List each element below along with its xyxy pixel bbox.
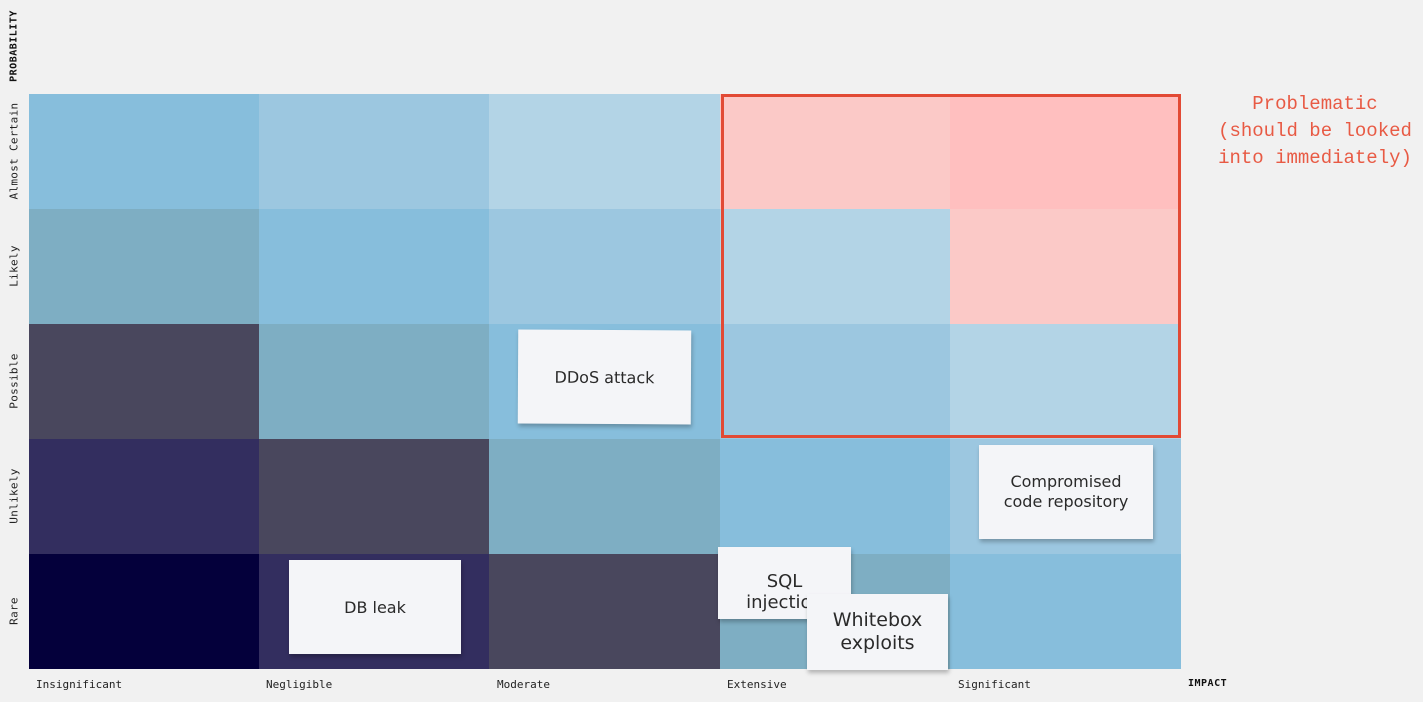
impact-label-negligible: Negligible — [266, 678, 333, 691]
matrix-cell[interactable] — [720, 209, 950, 324]
matrix-cell[interactable] — [950, 554, 1181, 669]
matrix-cell[interactable] — [259, 94, 489, 209]
matrix-cell[interactable] — [29, 554, 259, 669]
impact-axis-title: IMPACT — [1188, 678, 1228, 689]
matrix-cell[interactable] — [489, 209, 720, 324]
matrix-cell[interactable] — [720, 94, 950, 209]
matrix-cell[interactable] — [489, 554, 720, 669]
matrix-cell[interactable] — [489, 94, 720, 209]
problematic-zone-label[interactable]: Problematic (should be looked into immed… — [1205, 91, 1423, 172]
matrix-cell[interactable] — [720, 439, 950, 554]
matrix-cell[interactable] — [259, 324, 489, 439]
matrix-cell[interactable] — [950, 209, 1181, 324]
problematic-label-line: into immediately) — [1218, 147, 1412, 169]
matrix-cell[interactable] — [489, 439, 720, 554]
sticky-whitebox-exploits[interactable]: Whitebox exploits — [807, 594, 948, 670]
matrix-cell[interactable] — [259, 439, 489, 554]
matrix-cell[interactable] — [950, 94, 1181, 209]
problematic-label-line: Problematic — [1252, 93, 1378, 115]
impact-label-moderate: Moderate — [497, 678, 550, 691]
matrix-cell[interactable] — [29, 439, 259, 554]
sticky-ddos-attack[interactable]: DDoS attack — [517, 329, 692, 425]
matrix-cell[interactable] — [29, 209, 259, 324]
impact-label-extensive: Extensive — [727, 678, 787, 691]
impact-label-significant: Significant — [958, 678, 1031, 691]
matrix-cell[interactable] — [29, 94, 259, 209]
matrix-cell[interactable] — [259, 209, 489, 324]
matrix-cell[interactable] — [950, 324, 1181, 439]
problematic-label-line: (should be looked — [1218, 120, 1412, 142]
impact-label-insignificant: Insignificant — [36, 678, 123, 691]
sticky-compromised-code-repository[interactable]: Compromised code repository — [979, 445, 1153, 539]
matrix-cell[interactable] — [29, 324, 259, 439]
matrix-cell[interactable] — [720, 324, 950, 439]
sticky-db-leak[interactable]: DB leak — [289, 560, 461, 654]
